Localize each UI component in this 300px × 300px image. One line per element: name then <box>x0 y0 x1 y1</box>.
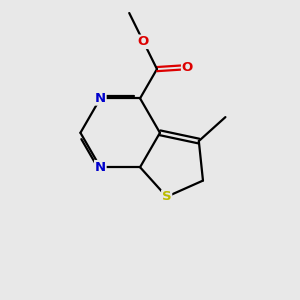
Text: O: O <box>182 61 193 74</box>
Text: N: N <box>95 92 106 105</box>
Text: S: S <box>162 190 172 203</box>
Text: O: O <box>138 35 149 48</box>
Text: N: N <box>95 161 106 174</box>
